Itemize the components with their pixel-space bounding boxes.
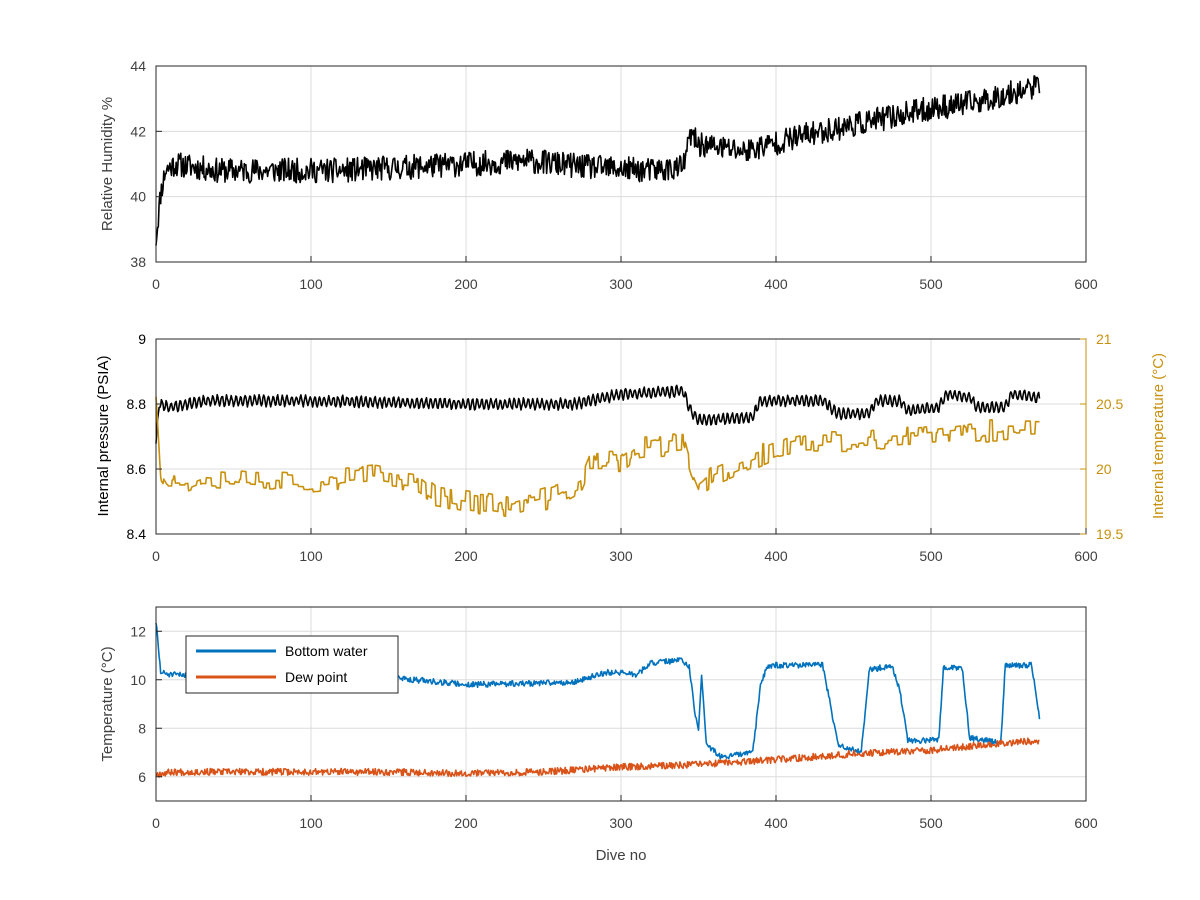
legend: Bottom water Dew point (185, 635, 399, 694)
y-tick-label: 8.8 (127, 396, 147, 412)
pressure-panel: 0 100 200 300 400 500 600 8.4 8.6 8.8 9 19.5 20 20.… (95, 331, 1167, 564)
humidity-x-ticks: 0 100 200 300 400 500 600 (152, 256, 1098, 292)
right-y-tick-label: 20.5 (1096, 396, 1123, 412)
right-y-tick-label: 20 (1096, 461, 1112, 477)
pressure-y-ticks: 8.4 8.6 8.8 9 (127, 331, 162, 542)
right-y-tick-label: 21 (1096, 331, 1112, 347)
series-line-1-1 (155, 396, 1040, 517)
x-tick-label: 100 (299, 548, 323, 564)
temperature-panel: 0 100 200 300 400 500 600 6 8 10 12 Temperature (… (99, 606, 1098, 864)
humidity-lines (155, 75, 1041, 246)
y-tick-label: 42 (130, 123, 146, 139)
x-tick-label: 400 (764, 276, 788, 292)
legend-label-bottom-water: Bottom water (285, 643, 368, 659)
y-tick-label: 12 (130, 623, 146, 639)
temperature-x-ticks: 0 100 200 300 400 500 600 (152, 795, 1098, 831)
x-tick-label: 0 (152, 276, 160, 292)
x-tick-label: 500 (919, 815, 943, 831)
y-tick-label: 6 (138, 769, 146, 785)
series-line-dew-point (155, 737, 1040, 778)
x-tick-label: 300 (609, 815, 633, 831)
x-tick-label: 500 (919, 548, 943, 564)
y-tick-label: 9 (138, 331, 146, 347)
y-tick-label: 10 (130, 672, 146, 688)
temperature-right-y-label: Internal temperature (°C) (1150, 353, 1167, 519)
temperature-right-ticks: 19.5 20 20.5 21 (1080, 331, 1123, 542)
x-tick-label: 400 (764, 548, 788, 564)
series-line-0-0 (155, 75, 1041, 246)
y-tick-label: 8.4 (127, 526, 147, 542)
x-tick-label: 100 (299, 815, 323, 831)
x-axis-label: Dive no (596, 847, 647, 864)
x-tick-label: 0 (152, 548, 160, 564)
legend-label-dew-point: Dew point (285, 669, 347, 685)
x-tick-label: 300 (609, 548, 633, 564)
pressure-y-label: Internal pressure (PSIA) (95, 356, 112, 517)
series-line-1-0 (155, 384, 1041, 444)
humidity-y-label: Relative Humidity % (99, 97, 116, 231)
x-tick-label: 600 (1074, 815, 1098, 831)
y-tick-label: 8 (138, 720, 146, 736)
x-tick-label: 500 (919, 276, 943, 292)
pressure-lines (155, 384, 1041, 517)
x-tick-label: 600 (1074, 276, 1098, 292)
legend-box (185, 635, 399, 694)
x-tick-label: 200 (454, 815, 478, 831)
y-tick-label: 38 (130, 254, 146, 270)
humidity-y-ticks: 38 40 42 44 (130, 58, 162, 270)
x-tick-label: 0 (152, 815, 160, 831)
temperature-y-ticks: 6 8 10 12 (130, 623, 162, 785)
humidity-panel: 0 100 200 300 400 500 600 38 40 42 44 Relative Hu… (99, 58, 1098, 292)
x-tick-label: 200 (454, 548, 478, 564)
y-tick-label: 40 (130, 189, 146, 205)
x-tick-label: 300 (609, 276, 633, 292)
y-tick-label: 44 (130, 58, 146, 74)
right-y-tick-label: 19.5 (1096, 526, 1123, 542)
temperature-y-label: Temperature (°C) (99, 646, 116, 761)
x-tick-label: 100 (299, 276, 323, 292)
x-tick-label: 400 (764, 815, 788, 831)
pressure-x-ticks: 0 100 200 300 400 500 600 (152, 528, 1098, 564)
x-tick-label: 600 (1074, 548, 1098, 564)
x-tick-label: 200 (454, 276, 478, 292)
y-tick-label: 8.6 (127, 461, 147, 477)
